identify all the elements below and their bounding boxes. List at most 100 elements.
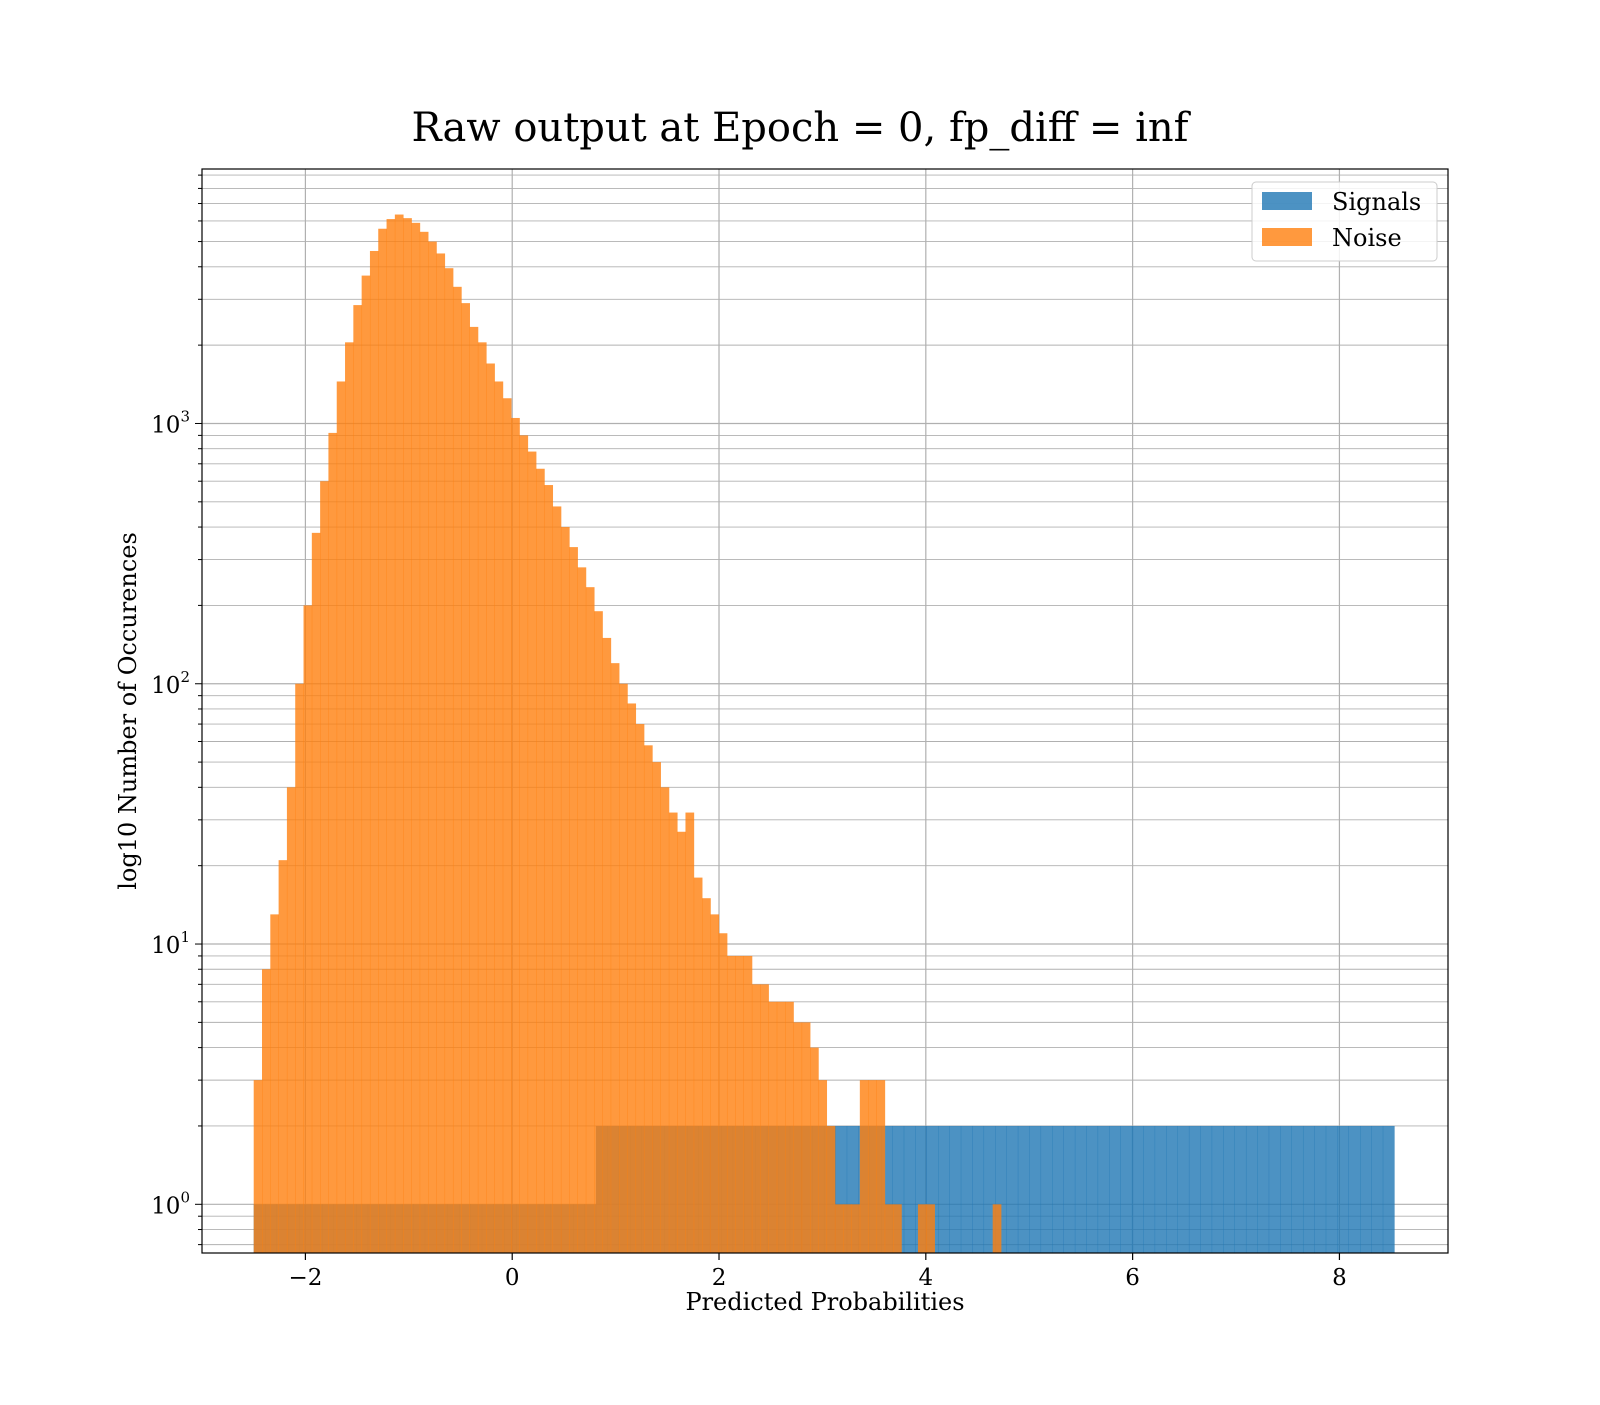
noise-bar [436,253,446,1254]
noise-bar [710,914,720,1253]
signals-bar [846,1125,859,1253]
y-axis-ticks: 100 101 102 103 [151,174,202,1246]
noise-bar [577,567,587,1253]
noise-bar [544,485,554,1253]
noise-bar [602,637,612,1253]
y-tick-label: 102 [151,668,190,699]
noise-bar [345,342,354,1253]
noise-bar [469,326,479,1253]
noise-bar [328,432,338,1254]
legend-label-noise: Noise [1332,224,1402,252]
signals-bar [1097,1125,1110,1253]
noise-bar [303,605,313,1253]
legend-swatch-noise [1262,228,1312,246]
x-tick-label: 0 [505,1265,520,1291]
noise-bar [585,587,595,1253]
signals-bar [880,1125,893,1253]
noise-bar [378,228,387,1254]
x-axis-label: Predicted Probabilities [685,1288,964,1316]
signals-bar [1234,1125,1247,1253]
noise-bar [461,303,470,1254]
noise-bar [610,663,620,1253]
noise-bar [627,703,637,1253]
signals-bar [1143,1125,1156,1253]
signals-bar [1052,1125,1064,1253]
noise-bars [253,214,1002,1254]
noise-bar [652,762,661,1253]
x-tick-label: 4 [918,1265,933,1291]
noise-bar [702,898,711,1253]
noise-bar [419,231,429,1253]
signals-bar [1257,1125,1270,1253]
x-tick-label: −2 [288,1265,322,1291]
noise-bar [560,527,570,1253]
signals-bar [1086,1125,1099,1253]
noise-bar [386,219,396,1254]
legend-swatch-signals [1262,192,1312,210]
noise-bar [843,1204,852,1253]
noise-bar [411,222,421,1253]
legend-label-signals: Signals [1332,188,1421,216]
noise-bar [643,745,653,1253]
signals-bar [1200,1125,1213,1253]
noise-bar [801,1022,811,1253]
signals-bar [1291,1125,1304,1253]
noise-bar [428,241,437,1253]
signals-bar [995,1125,1007,1253]
signals-bar [1302,1125,1315,1253]
noise-bar [444,268,454,1253]
noise-bar [477,342,487,1253]
signals-bar [972,1125,985,1253]
signals-bar [1314,1125,1327,1253]
signals-bar [1337,1125,1350,1253]
y-tick-label: 101 [151,928,190,959]
signals-bar [1348,1125,1361,1253]
plot-frame [201,168,1449,1254]
noise-bar [369,250,379,1253]
signals-bar [835,1125,848,1253]
noise-bar [336,381,346,1253]
noise-bar [810,1047,819,1253]
signals-bar [1017,1125,1030,1253]
x-axis-ticks: −2 0 2 4 6 8 [288,1253,1347,1291]
noise-bar [893,1204,902,1253]
noise-bar [685,812,695,1253]
signals-bar [1063,1125,1076,1253]
noise-bar [768,1001,778,1253]
noise-bar [536,468,545,1254]
y-tick-label: 100 [151,1188,190,1219]
noise-bar [394,214,404,1253]
noise-bar [743,955,753,1253]
signals-bar [1074,1125,1087,1253]
signals-bar [983,1125,996,1253]
signals-bar [915,1125,928,1253]
signals-bar [938,1125,950,1253]
y-axis-label: log10 Number of Occurences [114,532,142,890]
signals-bar [1268,1125,1281,1253]
noise-bar [884,1204,894,1253]
noise-bar [635,724,645,1253]
signals-bar [1360,1125,1372,1253]
signals-bar [1120,1125,1133,1253]
signals-bar [960,1125,973,1253]
signals-bar [1188,1125,1201,1253]
noise-bar [569,547,578,1253]
signals-bar [1006,1125,1019,1253]
noise-bar [660,787,670,1253]
signals-bar [1223,1125,1235,1253]
noise-bar [785,1001,794,1253]
signals-bar [1109,1125,1121,1253]
signals-bar [926,1125,939,1253]
noise-bar [311,532,321,1253]
chart-title: Raw output at Epoch = 0, fp_diff = inf [412,105,1192,151]
noise-bar [286,787,296,1253]
noise-bar [718,933,728,1253]
noise-bar [726,955,736,1253]
signals-bar [1245,1125,1258,1253]
x-tick-label: 2 [712,1265,727,1291]
noise-bar [826,1125,836,1253]
noise-bar [519,435,529,1253]
signals-bar [1382,1125,1395,1253]
signals-bar [1211,1125,1224,1253]
